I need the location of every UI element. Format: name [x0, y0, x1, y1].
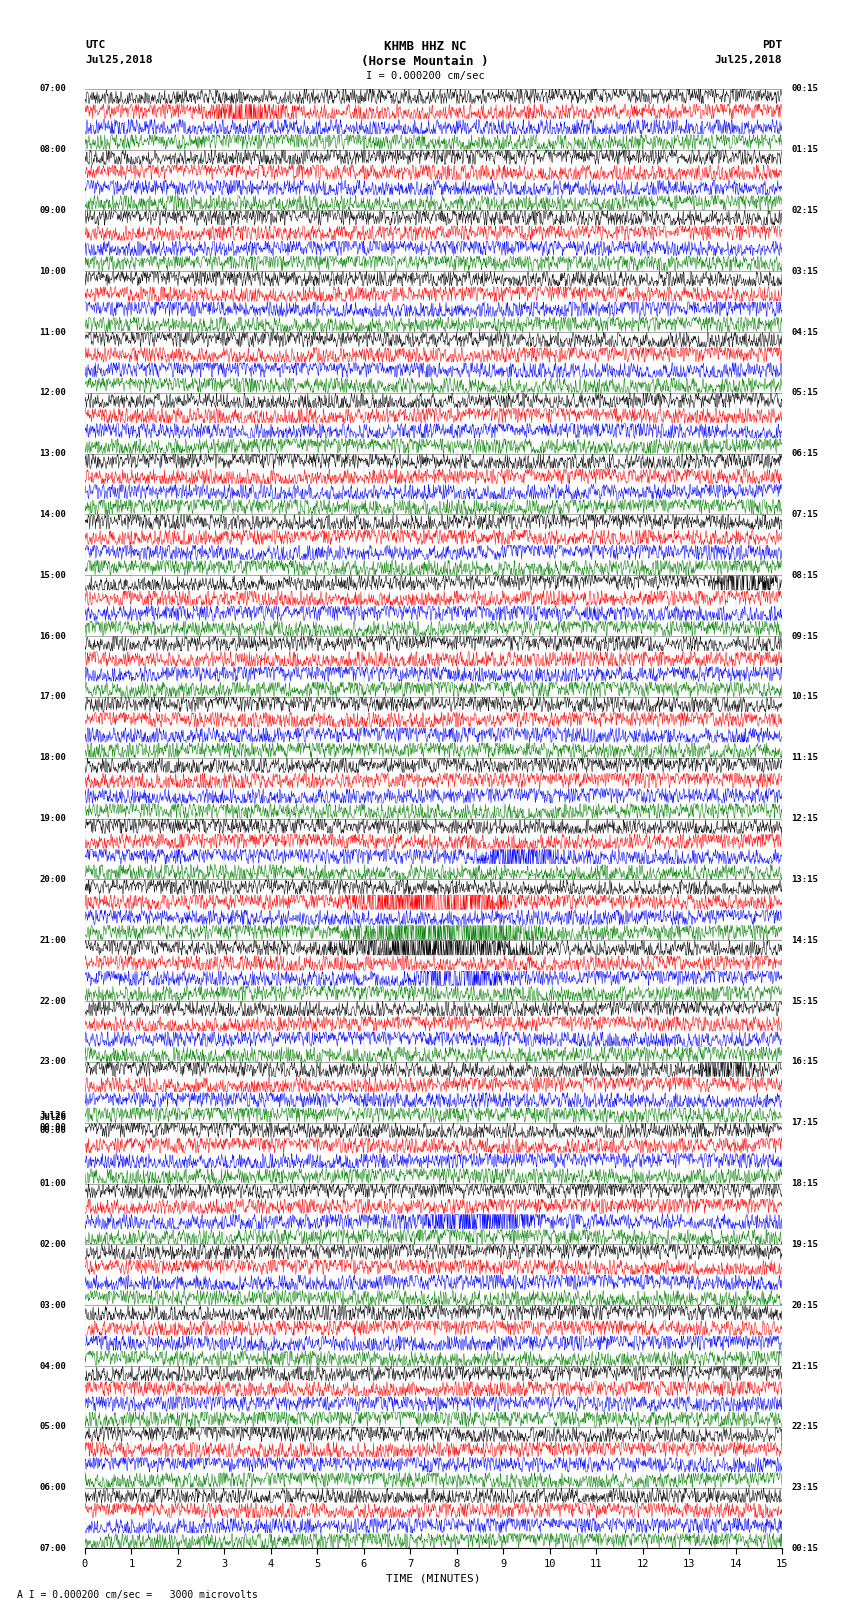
Text: 19:15: 19:15 [791, 1240, 819, 1248]
Text: 08:00: 08:00 [40, 145, 66, 153]
Text: (Horse Mountain ): (Horse Mountain ) [361, 55, 489, 68]
Text: 22:15: 22:15 [791, 1423, 819, 1431]
Text: 14:15: 14:15 [791, 936, 819, 945]
Text: A I = 0.000200 cm/sec =   3000 microvolts: A I = 0.000200 cm/sec = 3000 microvolts [17, 1590, 258, 1600]
Text: 15:15: 15:15 [791, 997, 819, 1005]
Text: 23:15: 23:15 [791, 1484, 819, 1492]
Text: 02:15: 02:15 [791, 206, 819, 215]
Text: 00:15: 00:15 [791, 1544, 819, 1553]
Text: 20:00: 20:00 [40, 874, 66, 884]
Text: 16:15: 16:15 [791, 1058, 819, 1066]
Text: 17:15: 17:15 [791, 1118, 819, 1127]
Text: 15:00: 15:00 [40, 571, 66, 579]
Text: 18:00: 18:00 [40, 753, 66, 763]
Text: 03:15: 03:15 [791, 266, 819, 276]
Text: 21:00: 21:00 [40, 936, 66, 945]
Text: Jul26
00:00: Jul26 00:00 [40, 1113, 66, 1132]
Text: 01:00: 01:00 [40, 1179, 66, 1189]
Text: Jul25,2018: Jul25,2018 [715, 55, 782, 65]
Text: 06:15: 06:15 [791, 448, 819, 458]
Text: 19:00: 19:00 [40, 815, 66, 823]
Text: 11:15: 11:15 [791, 753, 819, 763]
Text: 22:00: 22:00 [40, 997, 66, 1005]
Text: UTC: UTC [85, 40, 105, 50]
Text: 02:00: 02:00 [40, 1240, 66, 1248]
Text: 11:00: 11:00 [40, 327, 66, 337]
Text: 06:00: 06:00 [40, 1484, 66, 1492]
Text: 01:15: 01:15 [791, 145, 819, 153]
Text: 16:00: 16:00 [40, 632, 66, 640]
Text: 10:00: 10:00 [40, 266, 66, 276]
Text: 13:15: 13:15 [791, 874, 819, 884]
Text: 09:15: 09:15 [791, 632, 819, 640]
Text: I = 0.000200 cm/sec: I = 0.000200 cm/sec [366, 71, 484, 81]
Text: 04:00: 04:00 [40, 1361, 66, 1371]
Text: 10:15: 10:15 [791, 692, 819, 702]
Text: 04:15: 04:15 [791, 327, 819, 337]
Text: 07:00: 07:00 [40, 1544, 66, 1553]
Text: 05:15: 05:15 [791, 389, 819, 397]
Text: 12:00: 12:00 [40, 389, 66, 397]
Text: 08:15: 08:15 [791, 571, 819, 579]
Text: 17:00: 17:00 [40, 692, 66, 702]
Text: 12:15: 12:15 [791, 815, 819, 823]
Text: Jul26: Jul26 [40, 1111, 66, 1119]
Text: 09:00: 09:00 [40, 206, 66, 215]
Text: 03:00: 03:00 [40, 1300, 66, 1310]
Text: 18:15: 18:15 [791, 1179, 819, 1189]
Text: PDT: PDT [762, 40, 782, 50]
Text: 07:15: 07:15 [791, 510, 819, 519]
Text: KHMB HHZ NC: KHMB HHZ NC [383, 40, 467, 53]
X-axis label: TIME (MINUTES): TIME (MINUTES) [386, 1573, 481, 1582]
Text: Jul25,2018: Jul25,2018 [85, 55, 152, 65]
Text: 20:15: 20:15 [791, 1300, 819, 1310]
Text: 00:00: 00:00 [40, 1126, 66, 1136]
Text: 00:15: 00:15 [791, 84, 819, 94]
Text: 05:00: 05:00 [40, 1423, 66, 1431]
Text: 21:15: 21:15 [791, 1361, 819, 1371]
Text: 13:00: 13:00 [40, 448, 66, 458]
Text: 07:00: 07:00 [40, 84, 66, 94]
Text: 14:00: 14:00 [40, 510, 66, 519]
Text: 23:00: 23:00 [40, 1058, 66, 1066]
